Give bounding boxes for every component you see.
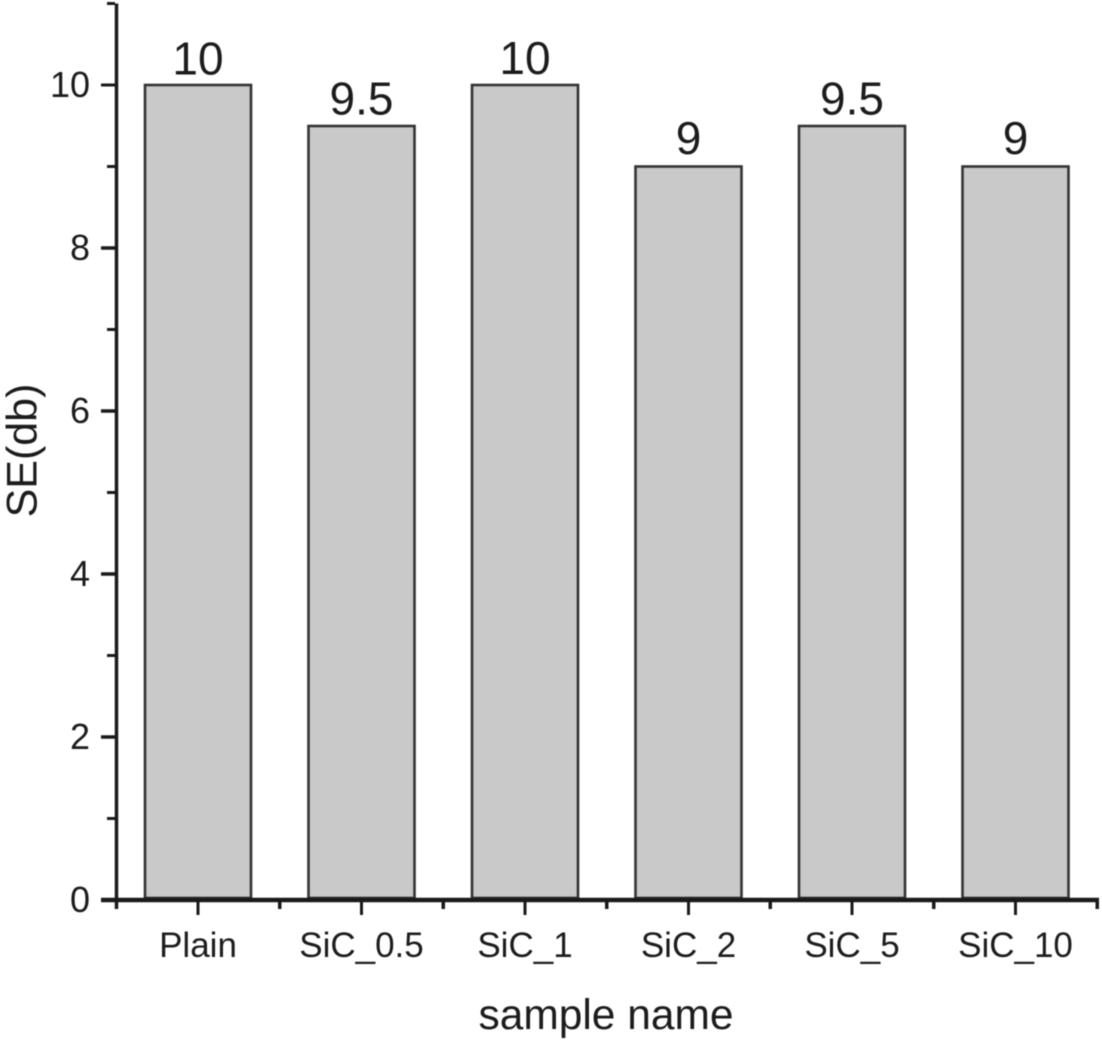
svg-text:SiC_5: SiC_5 [804,926,899,965]
svg-text:6: 6 [70,390,90,431]
svg-text:SiC_10: SiC_10 [958,926,1073,965]
svg-text:9: 9 [676,112,702,164]
svg-text:4: 4 [70,553,90,594]
svg-text:SiC_2: SiC_2 [641,926,736,965]
svg-text:8: 8 [70,227,90,268]
svg-text:SiC_1: SiC_1 [477,926,572,965]
svg-text:10: 10 [50,64,90,105]
svg-text:2: 2 [70,716,90,757]
svg-text:10: 10 [172,33,223,85]
svg-text:0: 0 [70,879,90,920]
svg-text:10: 10 [499,32,550,84]
svg-text:9.5: 9.5 [330,73,394,125]
svg-text:SiC_0.5: SiC_0.5 [299,926,424,965]
svg-text:Plain: Plain [159,926,237,965]
svg-text:9: 9 [1003,112,1029,164]
svg-text:sample name: sample name [478,992,733,1039]
svg-text:SE(db): SE(db) [0,384,47,518]
svg-text:9.5: 9.5 [820,73,884,125]
